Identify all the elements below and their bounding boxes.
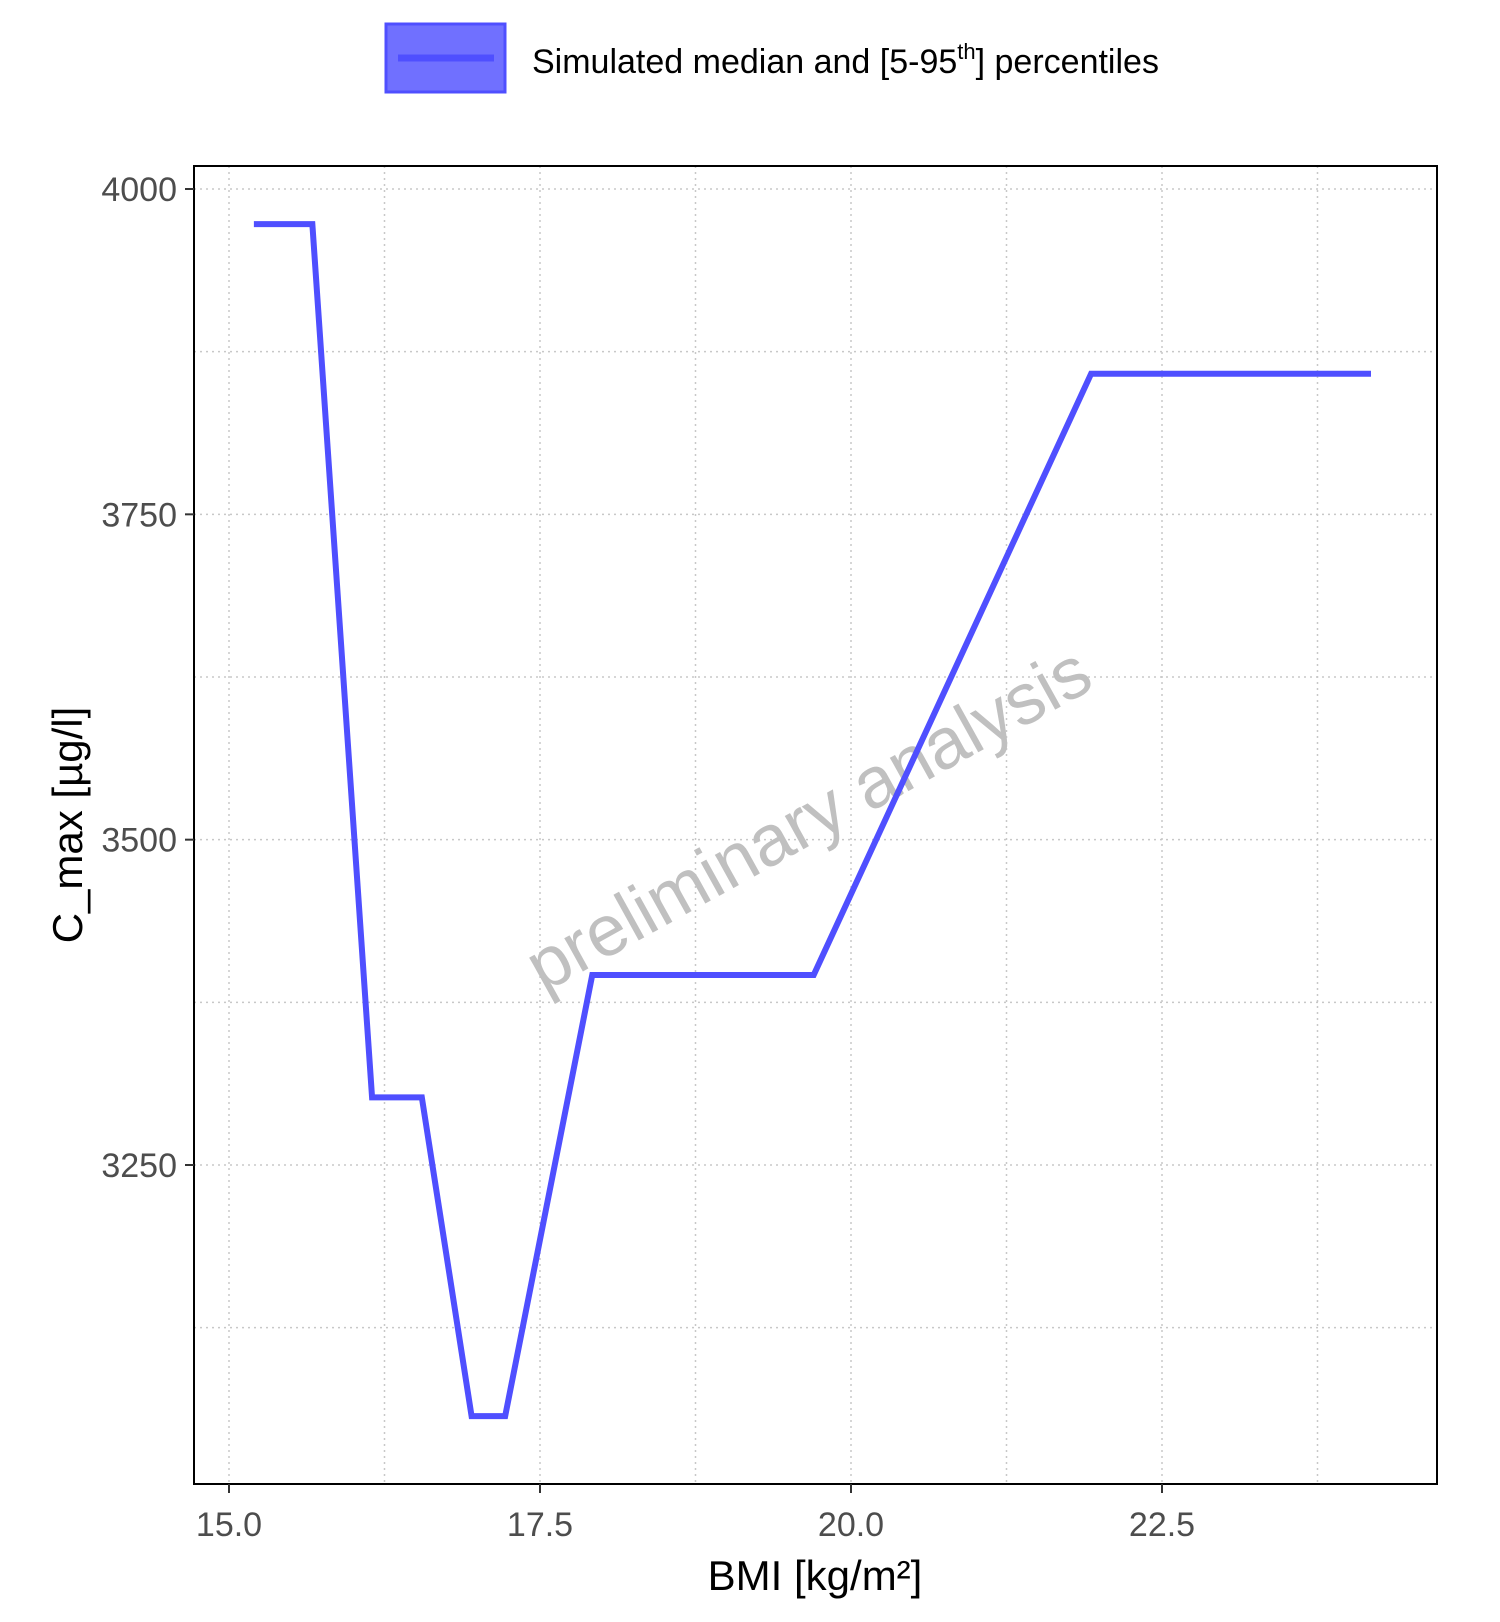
grid [194, 166, 1437, 1484]
watermark-text: preliminary analysis [512, 631, 1104, 1007]
x-tick-label: 17.5 [507, 1506, 573, 1544]
y-tick-label: 4000 [101, 171, 177, 209]
series-line [253, 221, 1371, 1420]
y-axis: 3250 3500 3750 4000 [101, 171, 194, 1185]
y-tick-label: 3250 [101, 1147, 177, 1185]
y-tick-label: 3750 [101, 496, 177, 534]
y-axis-title: C_max [µg/l] [44, 707, 91, 944]
x-tick-label: 22.5 [1129, 1506, 1195, 1544]
series-layer [253, 221, 1371, 1420]
x-axis: 15.0 17.5 20.0 22.5 [196, 1484, 1195, 1544]
x-axis-title: BMI [kg/m²] [708, 1552, 923, 1599]
legend-label: Simulated median and [5-95th] percentile… [532, 39, 1159, 81]
x-tick-label: 20.0 [818, 1506, 884, 1544]
x-tick-label: 15.0 [196, 1506, 262, 1544]
y-tick-label: 3500 [101, 822, 177, 860]
legend: Simulated median and [5-95th] percentile… [384, 22, 1159, 94]
plot-panel-border [193, 165, 1438, 1485]
